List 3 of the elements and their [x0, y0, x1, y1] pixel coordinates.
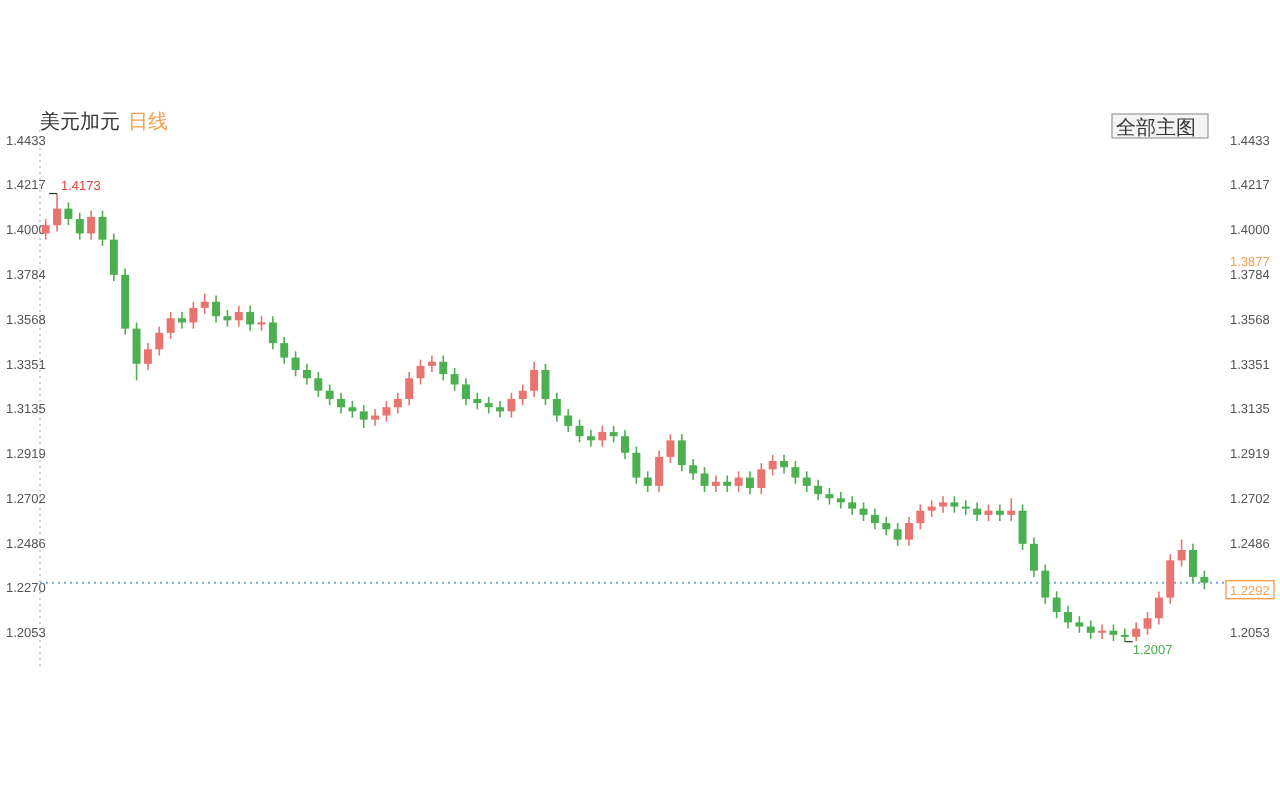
chart-subtitle: 日线 — [128, 110, 168, 134]
annotation: 全部主图 — [1116, 116, 1196, 140]
chart-title: 美元加元 — [40, 112, 120, 134]
